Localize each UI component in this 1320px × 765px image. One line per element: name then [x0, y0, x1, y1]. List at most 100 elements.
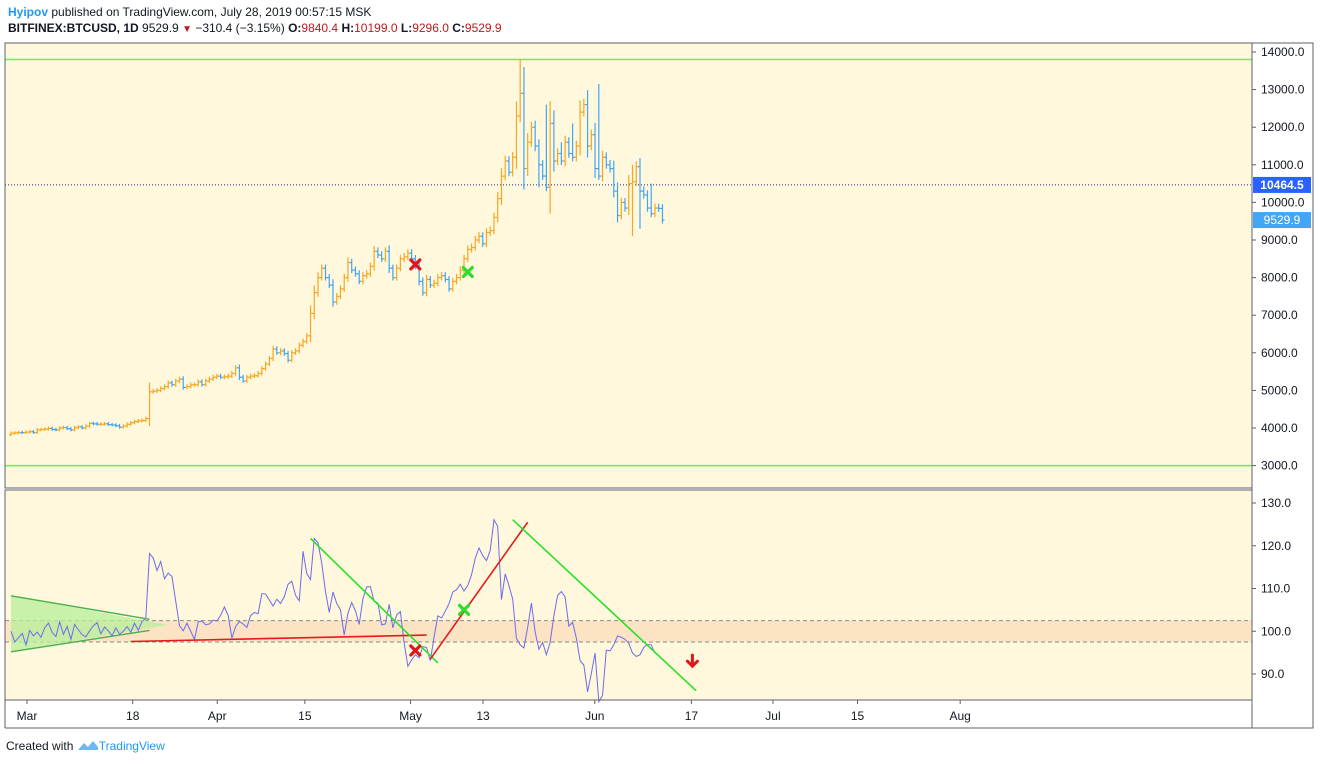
ohlc-bar [525, 133, 530, 176]
time-tick-label: 13 [476, 709, 490, 723]
ohlc-bar [53, 427, 58, 432]
ohlc-bar [20, 430, 25, 435]
ohlc-bar [222, 374, 227, 380]
ohlc-bar [233, 365, 238, 376]
ohlc-bar [297, 342, 302, 354]
ohlc-bar [57, 426, 62, 432]
ohlc-bar [132, 419, 137, 425]
ohlc-bar [443, 272, 448, 283]
ohlc-bar [611, 160, 616, 198]
chart-canvas[interactable]: 14000.0 13000.0 12000.0 11000.0 10000.0 9000.… [0, 0, 1320, 738]
ohlc-bar [23, 430, 28, 435]
oscillator-band [5, 620, 1252, 643]
time-tick-label: Jun [585, 709, 604, 723]
symbol-label[interactable]: BITFINEX:BTCUSD, 1D [8, 21, 139, 35]
ohlc-bar [263, 361, 268, 371]
ohlc-bar [379, 251, 384, 262]
time-tick-label: 15 [851, 709, 865, 723]
ohlc-bar [31, 430, 36, 434]
ohlc-bar [293, 348, 298, 355]
ohlc-bar [439, 272, 444, 281]
ohlc-bar [615, 182, 620, 223]
ohlc-bar [38, 427, 43, 432]
low-label: L: [400, 21, 413, 35]
tradingview-brand[interactable]: TradingView [98, 739, 165, 753]
ohlc-bar [372, 246, 377, 271]
oscillator-marks [10, 518, 699, 704]
ohlc-bar [327, 274, 332, 288]
osc-tick-label: 120.0 [1261, 539, 1291, 553]
ohlc-bar [428, 275, 433, 288]
ohlc-bar [559, 142, 564, 166]
ohlc-bar [113, 423, 118, 428]
time-tick-label: Jul [765, 709, 780, 723]
ohlc-bar [649, 183, 654, 218]
ohlc-bar [634, 161, 639, 186]
ohlc-bar [360, 272, 365, 285]
triangle-pattern-fill [11, 595, 168, 652]
last-price-tag: 9529.9 [1264, 213, 1301, 227]
dotted-level-tag-bg [1253, 176, 1311, 193]
ohlc-bar [596, 83, 601, 180]
ohlc-bar [278, 348, 283, 355]
ohlc-bar [301, 338, 306, 348]
ohlc-bar [12, 431, 17, 435]
price-change: −310.4 (−3.15%) [195, 21, 285, 35]
ohlc-bar [604, 152, 609, 169]
ohlc-bar [87, 421, 92, 428]
ohlc-bar [585, 90, 590, 158]
ohlc-bar [61, 425, 66, 430]
ohlc-bar [477, 232, 481, 244]
ohlc-bar [626, 175, 631, 215]
right-axis-frame [1251, 42, 1314, 729]
price-tick-label: 6000.0 [1261, 346, 1298, 360]
ohlc-bar [211, 374, 216, 382]
time-tick-label: Apr [208, 709, 227, 723]
ohlc-bar [334, 293, 339, 305]
ohlc-bar [330, 279, 335, 307]
ohlc-bar [102, 422, 107, 426]
ohlc-bar [458, 266, 463, 281]
ohlc-bar [274, 346, 279, 355]
chart-header: Hyipov published on TradingView.com, Jul… [8, 4, 502, 38]
time-tick-label: Mar [17, 709, 38, 723]
ohlc-bar [241, 374, 246, 383]
ohlc-bar [140, 418, 145, 423]
osc-tick-label: 130.0 [1261, 496, 1291, 510]
oscillator-line [10, 518, 656, 704]
ohlc-bar [447, 276, 452, 292]
ohlc-bar [570, 123, 575, 162]
ohlc-bar [316, 272, 321, 297]
buy-signal-icon [461, 265, 474, 279]
ohlc-bar [432, 279, 437, 288]
ohlc-bar [304, 332, 309, 344]
ohlc-bar [551, 110, 556, 172]
ohlc-bar [521, 67, 526, 190]
sell-signal-icon [409, 644, 422, 657]
price-tick-label: 11000.0 [1261, 158, 1304, 172]
ohlc-bar [390, 264, 395, 281]
price-tick-label: 7000.0 [1261, 308, 1298, 322]
ohlc-bar [214, 373, 219, 380]
ohlc-bar [630, 164, 635, 237]
ohlc-bar [286, 350, 291, 363]
ohlc-bar [623, 197, 628, 212]
ohlc-bar [252, 373, 257, 379]
author-name[interactable]: Hyipov [8, 5, 49, 19]
price-tick-label: 3000.0 [1261, 459, 1298, 473]
ohlc-bar [267, 355, 272, 367]
ohlc-bar [637, 158, 642, 229]
ohlc-bar [50, 426, 55, 431]
ohlc-bar [95, 422, 100, 426]
time-tick-label: 17 [685, 709, 699, 723]
close-label: C: [452, 21, 465, 35]
signal-stroke [461, 265, 474, 279]
ohlc-bar [574, 140, 579, 162]
ohlc-bar [226, 373, 231, 379]
open-value: 9840.4 [301, 21, 339, 35]
ohlc-bar [510, 152, 515, 177]
signal-stroke [457, 603, 471, 616]
price-tick-label: 5000.0 [1261, 383, 1298, 397]
ohlc-bar [491, 212, 496, 235]
price-bars [5, 58, 1252, 467]
